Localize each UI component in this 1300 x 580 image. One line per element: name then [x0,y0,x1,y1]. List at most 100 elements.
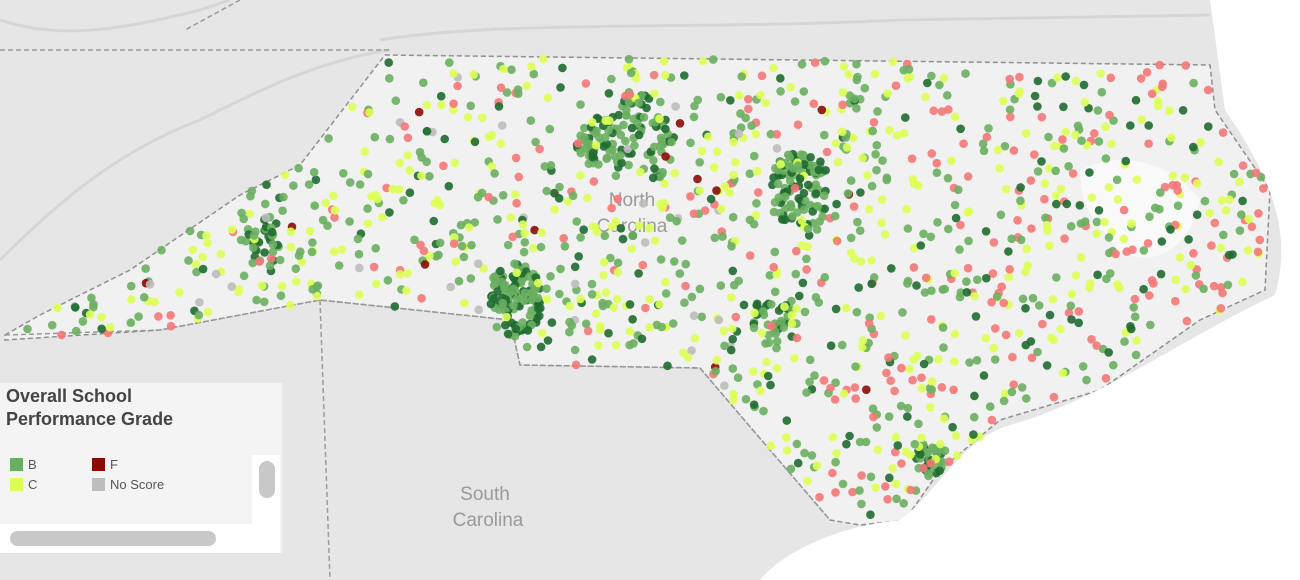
school-point[interactable] [126,318,136,328]
school-point[interactable] [660,179,669,189]
school-point[interactable] [748,367,758,376]
school-point[interactable] [864,205,874,214]
school-point[interactable] [582,139,592,148]
school-point[interactable] [542,284,551,294]
school-point[interactable] [370,132,380,142]
school-point[interactable] [805,355,815,365]
school-point[interactable] [881,482,890,491]
school-point[interactable] [943,173,953,183]
school-point[interactable] [683,353,693,362]
school-point[interactable] [1004,247,1013,256]
school-point[interactable] [1126,322,1135,331]
school-point[interactable] [1218,128,1228,137]
school-point[interactable] [494,102,504,111]
school-point[interactable] [469,70,479,79]
school-point[interactable] [790,97,800,106]
school-point[interactable] [779,323,789,332]
school-point[interactable] [969,412,979,422]
school-point[interactable] [926,232,936,242]
school-point[interactable] [1156,188,1165,197]
school-point[interactable] [991,324,1000,333]
school-point[interactable] [777,316,786,326]
school-point[interactable] [731,312,741,322]
school-point[interactable] [1030,150,1039,159]
school-point[interactable] [337,245,347,254]
school-point[interactable] [360,147,370,156]
school-point[interactable] [1238,161,1248,170]
school-point[interactable] [530,225,539,235]
school-point[interactable] [105,322,115,332]
school-point[interactable] [531,137,540,147]
school-point[interactable] [661,289,671,298]
school-point[interactable] [1223,280,1233,290]
school-point[interactable] [198,264,208,274]
school-point[interactable] [637,91,647,100]
school-point[interactable] [940,446,950,456]
school-point[interactable] [1009,146,1019,155]
school-point[interactable] [525,311,535,320]
school-point[interactable] [286,300,295,310]
school-point[interactable] [902,204,911,214]
school-point[interactable] [536,242,546,252]
school-point[interactable] [909,179,919,189]
school-point[interactable] [850,383,860,392]
school-point[interactable] [956,124,965,134]
school-point[interactable] [872,140,882,150]
school-point[interactable] [832,236,842,246]
school-point[interactable] [951,431,961,441]
school-point[interactable] [514,89,523,98]
school-point[interactable] [416,240,425,250]
school-point[interactable] [1142,68,1152,77]
school-point[interactable] [729,137,738,147]
school-point[interactable] [236,235,246,245]
school-point[interactable] [1017,383,1027,392]
school-point[interactable] [385,134,395,144]
school-point[interactable] [466,101,476,111]
school-point[interactable] [1044,164,1054,173]
school-point[interactable] [861,437,871,447]
school-point[interactable] [1052,273,1061,282]
school-point[interactable] [405,166,415,175]
school-point[interactable] [955,292,965,302]
school-point[interactable] [547,318,557,327]
school-point[interactable] [431,251,441,261]
school-point[interactable] [866,510,875,519]
school-point[interactable] [255,257,264,266]
school-point[interactable] [850,94,859,103]
school-point[interactable] [1004,272,1013,282]
school-point[interactable] [543,93,553,103]
school-point[interactable] [634,98,643,108]
school-point[interactable] [550,205,559,214]
school-point[interactable] [1021,304,1030,313]
school-point[interactable] [737,72,746,81]
school-point[interactable] [843,189,853,198]
school-point[interactable] [1018,294,1028,304]
school-point[interactable] [1111,249,1120,259]
school-point[interactable] [494,305,504,314]
school-point[interactable] [363,204,372,213]
school-point[interactable] [589,148,598,157]
school-point[interactable] [855,437,865,447]
school-point[interactable] [385,74,394,83]
school-point[interactable] [402,286,411,296]
school-point[interactable] [670,257,679,266]
school-point[interactable] [1006,112,1015,122]
school-point[interactable] [1061,127,1071,137]
school-point[interactable] [57,330,66,340]
school-point[interactable] [97,324,106,334]
school-point[interactable] [444,181,454,191]
school-point[interactable] [279,192,288,202]
school-point[interactable] [353,234,363,244]
school-point[interactable] [499,64,508,74]
school-point[interactable] [786,200,795,209]
school-point[interactable] [23,324,32,334]
school-point[interactable] [906,485,915,495]
school-point[interactable] [912,351,922,361]
school-point[interactable] [1157,237,1167,246]
school-point[interactable] [729,280,739,290]
school-point[interactable] [854,283,863,292]
school-point[interactable] [252,295,261,305]
school-point[interactable] [422,100,432,110]
school-point[interactable] [1119,234,1129,244]
school-point[interactable] [846,176,856,185]
